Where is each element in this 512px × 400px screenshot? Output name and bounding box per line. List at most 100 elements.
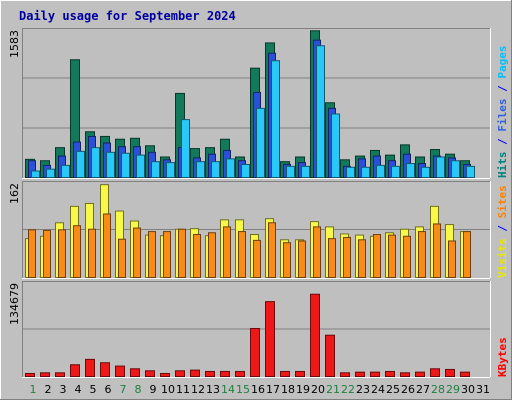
legend-separator: / [496, 218, 509, 238]
chart-title: Daily usage for September 2024 [19, 9, 236, 23]
panel-hits-legend: Hits / Files / Pages [496, 46, 509, 179]
bar-sites-day-4 [73, 225, 81, 279]
day-label: 1 [30, 383, 37, 396]
bar-kbytes-day-6 [100, 362, 110, 378]
bar-pages-day-13 [211, 161, 220, 178]
bar-pages-day-23 [361, 166, 370, 178]
bar-pages-day-22 [346, 166, 355, 178]
bar-pages-day-14 [226, 158, 235, 179]
day-label: 25 [386, 383, 400, 396]
legend-hits: Hits [496, 152, 509, 179]
day-label: 29 [446, 383, 460, 396]
day-label: 15 [236, 383, 250, 396]
legend-pages: Pages [496, 46, 509, 79]
bar-kbytes-day-18 [280, 370, 290, 378]
day-label: 7 [120, 383, 127, 396]
bar-pages-day-30 [466, 165, 475, 178]
bar-kbytes-day-13 [205, 370, 215, 378]
day-label: 28 [431, 383, 445, 396]
bar-sites-day-12 [193, 234, 201, 279]
bar-pages-day-18 [286, 165, 295, 178]
bar-pages-day-21 [331, 113, 340, 178]
bar-kbytes-day-2 [40, 372, 50, 377]
panel-kbytes-max-label: 134679 [8, 283, 21, 325]
bar-kbytes-day-27 [415, 371, 425, 377]
bar-sites-day-29 [448, 240, 456, 278]
bar-pages-day-16 [256, 107, 265, 178]
bar-kbytes-day-7 [115, 365, 125, 378]
series-pages [31, 45, 475, 179]
bar-kbytes-day-25 [385, 370, 395, 378]
bar-sites-day-7 [118, 238, 126, 278]
day-label: 30 [461, 383, 475, 396]
panel-visits-legend: Visits / Sites [496, 185, 509, 278]
bar-pages-day-17 [271, 60, 280, 178]
bar-pages-day-6 [106, 151, 115, 178]
bar-sites-day-8 [133, 227, 141, 278]
legend-files: Files [496, 99, 509, 132]
day-label: 18 [281, 383, 295, 396]
day-label: 31 [476, 383, 490, 396]
chart-panels: 1583 Hits / Files / Pages 162 Visits / Site… [8, 28, 509, 378]
bar-sites-day-22 [343, 236, 351, 279]
day-label: 22 [341, 383, 355, 396]
day-label: 27 [416, 383, 430, 396]
bar-kbytes-day-19 [295, 370, 305, 378]
panel-hits: 1583 Hits / Files / Pages [8, 28, 509, 179]
bar-sites-day-28 [433, 223, 441, 279]
bar-kbytes-day-11 [175, 370, 185, 377]
bar-sites-day-26 [403, 235, 411, 278]
bar-kbytes-day-4 [70, 364, 80, 378]
bar-kbytes-day-28 [430, 368, 440, 377]
series-sites [28, 213, 471, 279]
day-label: 10 [161, 383, 175, 396]
bar-sites-day-1 [28, 229, 36, 279]
bar-pages-day-4 [76, 150, 85, 178]
day-label: 5 [90, 383, 97, 396]
bar-pages-day-29 [451, 160, 460, 179]
bar-pages-day-7 [121, 152, 130, 178]
bar-sites-day-16 [253, 239, 261, 279]
day-label: 21 [326, 383, 340, 396]
bar-kbytes-day-30 [460, 371, 470, 377]
day-label: 6 [105, 383, 112, 396]
bar-kbytes-day-17 [265, 301, 275, 377]
panel-kbytes-legend: KBytes [496, 337, 509, 377]
bar-kbytes-day-5 [85, 358, 95, 377]
bar-sites-day-25 [388, 234, 396, 278]
series-kbytes [25, 293, 470, 378]
bar-sites-day-20 [313, 226, 321, 279]
bar-pages-day-8 [136, 154, 145, 179]
x-axis-day-labels: 1 2 3 4 5 6 7 8 9 10 11 12 13 14 15 16 17 18 19 20 21 22 23 24 2… [30, 383, 491, 396]
bar-kbytes-day-23 [355, 371, 365, 377]
panel-visits: 162 Visits / Sites [8, 181, 509, 279]
bar-kbytes-day-16 [250, 327, 260, 378]
day-label: 9 [150, 383, 157, 396]
legend-visits: Visits [496, 238, 509, 278]
bar-kbytes-day-9 [145, 370, 155, 377]
day-label: 16 [251, 383, 265, 396]
bar-pages-day-27 [421, 166, 430, 178]
bar-pages-day-19 [301, 165, 310, 178]
bar-sites-day-5 [88, 228, 96, 278]
bar-sites-day-14 [223, 226, 231, 279]
bar-pages-day-12 [196, 161, 205, 178]
bar-sites-day-3 [58, 229, 66, 279]
bar-sites-day-11 [178, 228, 186, 278]
bar-kbytes-day-24 [370, 371, 380, 377]
bar-sites-day-6 [103, 213, 111, 278]
bar-pages-day-5 [91, 147, 100, 178]
bar-kbytes-day-22 [340, 372, 350, 377]
day-label: 12 [191, 383, 205, 396]
bar-kbytes-day-10 [160, 372, 170, 378]
day-label: 13 [206, 383, 220, 396]
day-label: 3 [60, 383, 67, 396]
bar-sites-day-21 [328, 238, 336, 279]
bar-kbytes-day-29 [445, 368, 455, 378]
bar-pages-day-9 [151, 161, 160, 178]
bar-sites-day-23 [358, 239, 366, 278]
bar-sites-day-24 [373, 234, 381, 279]
bar-pages-day-15 [241, 163, 250, 179]
day-label: 19 [296, 383, 310, 396]
